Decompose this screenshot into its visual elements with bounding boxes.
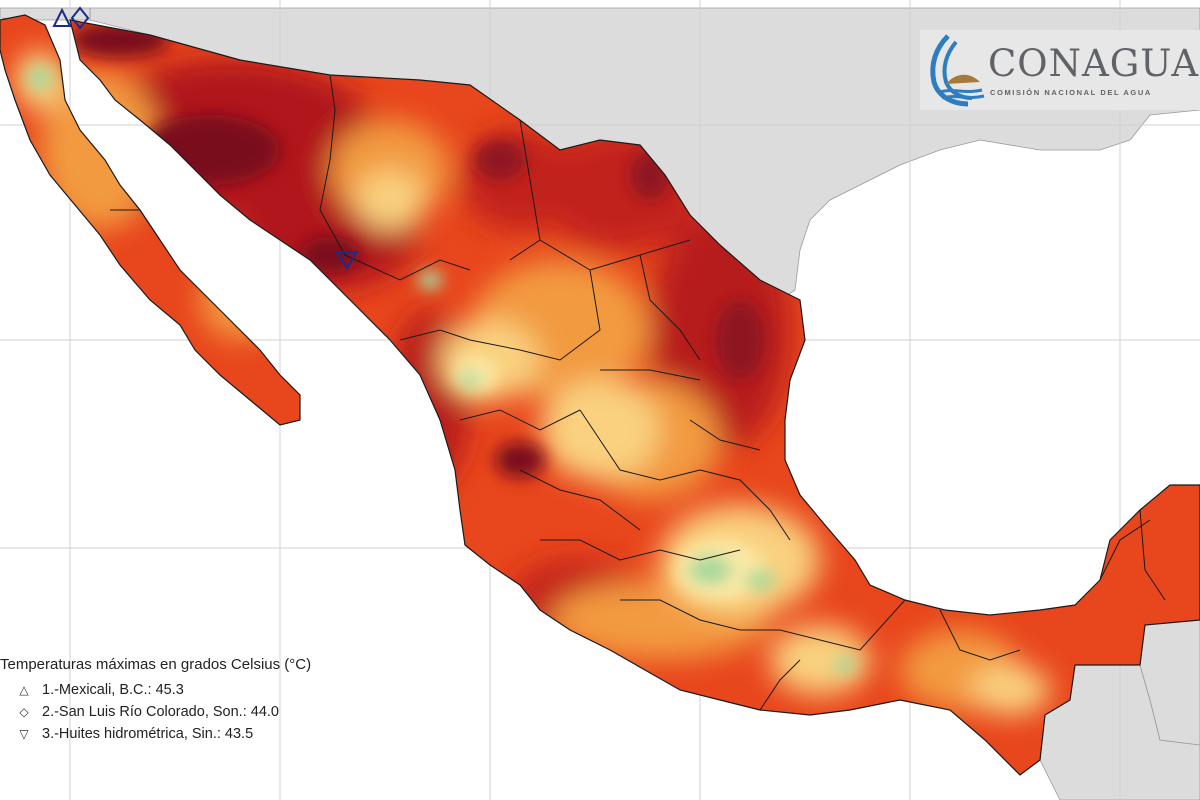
mexicali-marker-icon (52, 7, 72, 27)
wave-emblem-icon (930, 34, 985, 107)
san-luis-marker-icon (70, 6, 90, 30)
huites-marker-icon (335, 251, 359, 270)
state-borders (110, 74, 1166, 711)
legend-title: Temperaturas máximas en grados Celsius (… (0, 656, 312, 673)
conagua-logo: CONAGUA COMISIÓN NACIONAL DEL AGUA (920, 30, 1200, 110)
legend-item-san-luis: ◇ 2.-San Luis Río Colorado, Son.: 44.0 (0, 701, 400, 723)
legend-item-label: 2.-San Luis Río Colorado, Son.: 44.0 (42, 704, 279, 720)
triangle-down-icon: ▽ (19, 727, 29, 741)
station-markers (52, 6, 359, 270)
legend-item-label: 3.-Huites hidrométrica, Sin.: 43.5 (42, 726, 254, 742)
legend: Temperaturas máximas en grados Celsius (… (0, 656, 400, 745)
legend-list: △ 1.-Mexicali, B.C.: 45.3 ◇ 2.-San Luis … (0, 679, 400, 745)
legend-item-mexicali: △ 1.-Mexicali, B.C.: 45.3 (0, 679, 400, 701)
legend-item-huites: ▽ 3.-Huites hidrométrica, Sin.: 43.5 (0, 723, 400, 745)
logo-wordmark: CONAGUA (988, 42, 1200, 85)
triangle-up-icon: △ (19, 683, 29, 697)
diamond-icon: ◇ (19, 705, 29, 719)
legend-item-label: 1.-Mexicali, B.C.: 45.3 (42, 682, 184, 698)
logo-subtitle: COMISIÓN NACIONAL DEL AGUA (990, 88, 1152, 97)
